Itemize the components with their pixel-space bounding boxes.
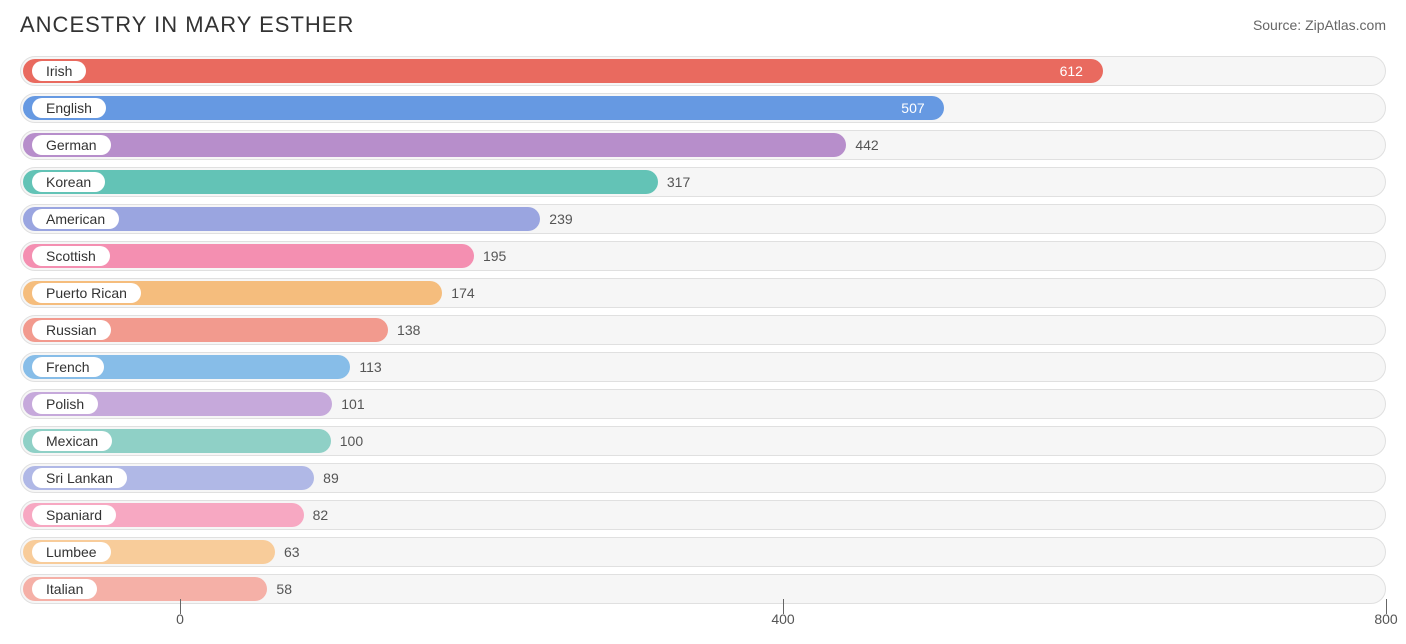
x-axis: 0400800 [20, 611, 1386, 641]
bar-value-label: 174 [451, 278, 474, 308]
bar-category-label: Lumbee [32, 542, 111, 562]
bar-row: Italian 58 [20, 574, 1386, 604]
bar-row: Russian 138 [20, 315, 1386, 345]
bar-category-label: Sri Lankan [32, 468, 127, 488]
bar-category-label: Mexican [32, 431, 112, 451]
bar-value-label: 100 [340, 426, 363, 456]
x-axis-tick-mark [1386, 599, 1387, 607]
bar-value-label: 113 [359, 352, 381, 382]
bar-category-label: Spaniard [32, 505, 116, 525]
bar-value-label: 101 [341, 389, 364, 419]
chart-plot-area: Irish 612 English 507 German 442 Korean 317 Amer… [0, 46, 1406, 604]
bar-category-label: English [32, 98, 106, 118]
bar-row: Sri Lankan 89 [20, 463, 1386, 493]
bar-value-label: 195 [483, 241, 506, 271]
bar-category-label: Irish [32, 61, 86, 81]
bar-category-label: French [32, 357, 104, 377]
bar-row: English 507 [20, 93, 1386, 123]
bar-row: Spaniard 82 [20, 500, 1386, 530]
bar-fill [23, 96, 944, 120]
bar-value-label: 89 [323, 463, 339, 493]
bar-value-label: 317 [667, 167, 690, 197]
bar-category-label: American [32, 209, 119, 229]
bar-row: Puerto Rican 174 [20, 278, 1386, 308]
x-axis-tick: 800 [1374, 611, 1397, 627]
bar-row: Mexican 100 [20, 426, 1386, 456]
bar-value-label: 63 [284, 537, 300, 567]
bar-row: Lumbee 63 [20, 537, 1386, 567]
bar-value-label: 58 [276, 574, 292, 604]
bar-row: German 442 [20, 130, 1386, 160]
bar-row: American 239 [20, 204, 1386, 234]
chart-header: ANCESTRY IN MARY ESTHER Source: ZipAtlas… [0, 0, 1406, 46]
bar-value-label: 612 [1060, 56, 1083, 86]
bar-fill [23, 170, 658, 194]
bar-value-label: 138 [397, 315, 420, 345]
bar-row: Scottish 195 [20, 241, 1386, 271]
bar-fill [23, 59, 1103, 83]
x-axis-tick-mark [783, 599, 784, 607]
bar-value-label: 82 [313, 500, 329, 530]
bar-category-label: German [32, 135, 111, 155]
bar-category-label: Italian [32, 579, 97, 599]
bar-fill [23, 133, 846, 157]
bar-row: Korean 317 [20, 167, 1386, 197]
chart-source: Source: ZipAtlas.com [1253, 17, 1386, 33]
bar-row: Irish 612 [20, 56, 1386, 86]
bar-category-label: Scottish [32, 246, 110, 266]
bar-row: Polish 101 [20, 389, 1386, 419]
x-axis-tick: 0 [176, 611, 184, 627]
bar-category-label: Puerto Rican [32, 283, 141, 303]
x-axis-tick-mark [180, 599, 181, 607]
x-axis-tick: 400 [771, 611, 794, 627]
bar-value-label: 442 [855, 130, 878, 160]
chart-title: ANCESTRY IN MARY ESTHER [20, 12, 354, 38]
bar-category-label: Polish [32, 394, 98, 414]
bar-value-label: 507 [901, 93, 924, 123]
bar-category-label: Russian [32, 320, 111, 340]
bar-category-label: Korean [32, 172, 105, 192]
bar-row: French 113 [20, 352, 1386, 382]
bar-value-label: 239 [549, 204, 572, 234]
